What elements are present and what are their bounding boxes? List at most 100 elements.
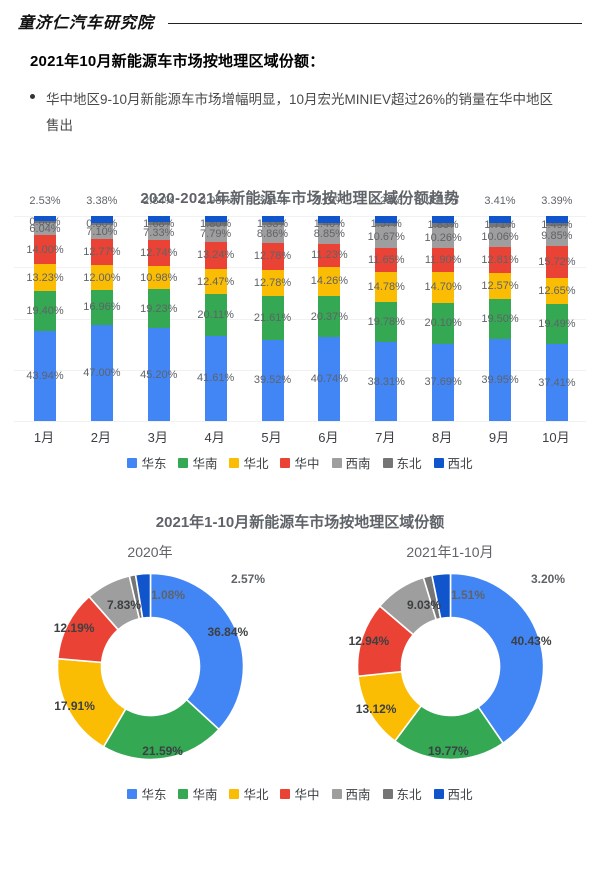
bar-segment-西北[interactable]: 3.11% bbox=[257, 195, 288, 223]
bar-segment-东北[interactable]: 1.83% bbox=[428, 219, 459, 231]
legend-item-西北[interactable]: 西北 bbox=[433, 784, 473, 803]
bar-segment-东北[interactable]: 1.49% bbox=[541, 219, 572, 231]
legend-item-西南[interactable]: 西南 bbox=[331, 453, 371, 472]
bar-column[interactable]: 37.69% 20.10% 14.70% 11.90% 10.26% 1.83% 3.51% bbox=[420, 195, 464, 421]
bar-segment-东北[interactable]: 1.68% bbox=[143, 218, 174, 230]
legend-item-华东[interactable]: 华东 bbox=[127, 784, 166, 803]
bar-segment-西北[interactable]: 2.98% bbox=[200, 195, 231, 223]
legend-item-华南[interactable]: 华南 bbox=[178, 784, 217, 803]
stacked-bar[interactable]: 40.74% 20.37% 14.26% 11.23% 8.85% 1.40% 3.16% bbox=[311, 195, 348, 421]
bar-segment-西南[interactable]: 7.79% bbox=[200, 225, 231, 242]
bar-column[interactable]: 39.52% 21.61% 12.78% 12.78% 8.86% 1.33% 3.11% bbox=[250, 195, 294, 421]
legend-item-华中[interactable]: 华中 bbox=[280, 784, 320, 803]
bar-segment-华中[interactable]: 12.81% bbox=[481, 247, 519, 274]
bar-segment-华北[interactable]: 14.26% bbox=[311, 266, 348, 296]
bar-segment-东北[interactable]: 0.86% bbox=[29, 216, 60, 228]
legend-item-西北[interactable]: 西北 bbox=[433, 453, 473, 472]
bar-column[interactable]: 41.61% 20.11% 12.47% 13.24% 7.79% 1.80% 2.98% bbox=[193, 195, 237, 421]
donut-slice-西北[interactable] bbox=[430, 572, 451, 620]
legend-item-华北[interactable]: 华北 bbox=[229, 784, 268, 803]
bar-segment-华中[interactable]: 11.23% bbox=[311, 243, 348, 267]
stacked-bar[interactable]: 37.69% 20.10% 14.70% 11.90% 10.26% 1.83% 3.51% bbox=[424, 195, 462, 421]
legend-item-华南[interactable]: 华南 bbox=[178, 453, 217, 472]
bar-segment-西南[interactable]: 10.06% bbox=[481, 226, 519, 248]
legend-item-华东[interactable]: 华东 bbox=[127, 453, 166, 472]
bar-segment-华北[interactable]: 12.47% bbox=[197, 268, 234, 295]
bar-segment-华中[interactable]: 12.77% bbox=[83, 239, 121, 266]
bar-segment-华东[interactable]: 37.69% bbox=[424, 343, 462, 421]
bar-segment-华东[interactable]: 39.95% bbox=[481, 339, 519, 421]
bar-segment-华南[interactable]: 20.11% bbox=[197, 294, 234, 336]
stacked-bar[interactable]: 37.41% 19.49% 12.65% 15.72% 9.85% 1.49% 3.39% bbox=[538, 195, 576, 421]
legend-item-东北[interactable]: 东北 bbox=[382, 453, 422, 472]
bar-segment-西北[interactable]: 3.16% bbox=[314, 195, 345, 223]
bar-segment-西北[interactable]: 2.84% bbox=[143, 195, 174, 222]
bar-segment-西北[interactable]: 2.53% bbox=[29, 195, 61, 222]
donut-slice-华东[interactable] bbox=[149, 572, 244, 731]
bar-segment-华南[interactable]: 19.78% bbox=[368, 301, 405, 343]
bar-segment-华北[interactable]: 13.23% bbox=[26, 264, 64, 292]
bar-segment-华北[interactable]: 12.78% bbox=[254, 269, 291, 296]
bar-segment-华东[interactable]: 40.74% bbox=[311, 337, 348, 421]
bar-column[interactable]: 38.31% 19.78% 14.78% 11.65% 10.67% 1.57% 3.23% bbox=[363, 195, 407, 421]
bar-segment-西南[interactable]: 10.26% bbox=[424, 227, 462, 249]
bar-segment-西南[interactable]: 8.85% bbox=[314, 225, 345, 244]
bar-segment-华中[interactable]: 11.90% bbox=[425, 248, 461, 273]
bar-segment-华中[interactable]: 11.65% bbox=[368, 247, 405, 272]
bar-segment-东北[interactable]: 1.71% bbox=[484, 219, 515, 231]
bar-segment-华东[interactable]: 37.41% bbox=[538, 344, 576, 421]
bar-segment-西南[interactable]: 7.33% bbox=[143, 225, 174, 241]
bar-segment-华东[interactable]: 38.31% bbox=[368, 342, 405, 421]
legend-item-华中[interactable]: 华中 bbox=[280, 453, 320, 472]
bar-segment-西北[interactable]: 3.23% bbox=[371, 195, 402, 223]
bar-segment-华南[interactable]: 20.10% bbox=[424, 302, 462, 344]
bar-column[interactable]: 43.94% 19.40% 13.23% 14.00% 6.04% 0.86% 2.53% bbox=[22, 195, 66, 421]
bar-column[interactable]: 39.95% 19.50% 12.57% 12.81% 10.06% 1.71% 3.41% bbox=[477, 195, 521, 421]
bar-segment-东北[interactable]: 0.80% bbox=[86, 218, 117, 230]
bar-column[interactable]: 45.20% 19.23% 10.98% 12.74% 7.33% 1.68% 2.84% bbox=[136, 195, 180, 421]
bar-segment-华南[interactable]: 19.40% bbox=[26, 291, 64, 331]
bar-segment-华北[interactable]: 14.70% bbox=[424, 272, 462, 303]
donut-slice-华东[interactable] bbox=[449, 572, 544, 745]
bar-segment-西北[interactable]: 3.38% bbox=[86, 195, 117, 223]
stacked-bar[interactable]: 38.31% 19.78% 14.78% 11.65% 10.67% 1.57% 3.23% bbox=[368, 195, 405, 421]
bar-segment-西北[interactable]: 3.39% bbox=[541, 195, 572, 223]
bar-segment-华东[interactable]: 43.94% bbox=[26, 330, 64, 421]
bar-segment-华中[interactable]: 14.00% bbox=[26, 235, 64, 265]
bar-segment-华南[interactable]: 19.50% bbox=[481, 299, 519, 340]
legend-item-华北[interactable]: 华北 bbox=[229, 453, 268, 472]
stacked-bar[interactable]: 39.52% 21.61% 12.78% 12.78% 8.86% 1.33% 3.11% bbox=[254, 195, 291, 421]
bar-segment-西北[interactable]: 3.51% bbox=[428, 195, 459, 224]
bar-segment-华南[interactable]: 20.37% bbox=[311, 295, 348, 338]
donut-slice-西北[interactable] bbox=[134, 572, 151, 620]
bar-segment-华东[interactable]: 45.20% bbox=[140, 328, 177, 421]
bar-segment-华南[interactable]: 21.61% bbox=[254, 295, 291, 340]
bar-column[interactable]: 37.41% 19.49% 12.65% 15.72% 9.85% 1.49% 3.39% bbox=[534, 195, 578, 421]
bar-column[interactable]: 47.00% 16.96% 12.00% 12.77% 7.10% 0.80% 3.38% bbox=[79, 195, 123, 421]
bar-segment-华北[interactable]: 12.65% bbox=[538, 278, 576, 305]
legend-item-西南[interactable]: 西南 bbox=[331, 784, 371, 803]
bar-segment-华中[interactable]: 13.24% bbox=[197, 241, 234, 269]
stacked-bar[interactable]: 47.00% 16.96% 12.00% 12.77% 7.10% 0.80% 3.38% bbox=[83, 195, 121, 421]
bar-segment-华中[interactable]: 12.74% bbox=[140, 240, 177, 267]
bar-segment-华北[interactable]: 12.57% bbox=[481, 273, 519, 300]
bar-segment-东北[interactable]: 1.80% bbox=[200, 218, 231, 230]
bar-segment-华南[interactable]: 16.96% bbox=[83, 289, 121, 325]
bar-segment-西南[interactable]: 8.86% bbox=[257, 225, 288, 244]
bar-segment-华南[interactable]: 19.49% bbox=[538, 304, 576, 345]
bar-segment-华北[interactable]: 10.98% bbox=[140, 266, 177, 289]
bar-segment-华东[interactable]: 39.52% bbox=[254, 339, 291, 421]
bar-segment-西南[interactable]: 9.85% bbox=[541, 226, 572, 247]
bar-segment-华东[interactable]: 47.00% bbox=[83, 324, 121, 421]
bar-segment-西南[interactable]: 6.04% bbox=[29, 223, 61, 236]
bar-segment-西南[interactable]: 10.67% bbox=[368, 225, 405, 248]
bar-segment-华东[interactable]: 41.61% bbox=[197, 335, 234, 421]
bar-segment-华中[interactable]: 12.78% bbox=[254, 243, 291, 270]
bar-segment-东北[interactable]: 1.57% bbox=[371, 218, 402, 230]
bar-segment-西北[interactable]: 3.41% bbox=[484, 195, 516, 224]
stacked-bar[interactable]: 43.94% 19.40% 13.23% 14.00% 6.04% 0.86% 2.53% bbox=[26, 195, 64, 421]
bar-segment-华中[interactable]: 15.72% bbox=[538, 246, 576, 279]
legend-item-东北[interactable]: 东北 bbox=[382, 784, 422, 803]
bar-segment-东北[interactable]: 1.33% bbox=[257, 218, 288, 230]
stacked-bar[interactable]: 45.20% 19.23% 10.98% 12.74% 7.33% 1.68% 2.84% bbox=[140, 195, 177, 421]
